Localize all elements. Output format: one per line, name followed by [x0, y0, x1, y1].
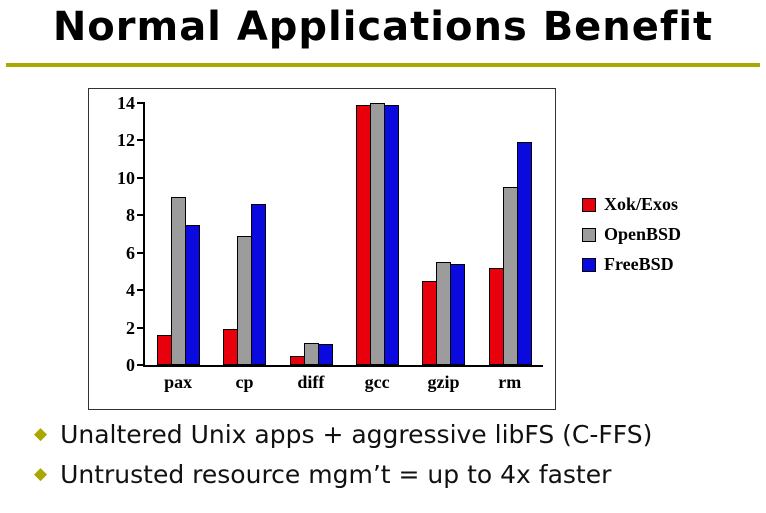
bar-groups: pax cp diff gcc gzip rm — [145, 103, 543, 392]
bar-openbsd-gzip — [436, 262, 452, 365]
bar-xok-exos-gzip — [422, 280, 438, 365]
y-tick-mark — [137, 139, 145, 142]
legend-entry: Xok/Exos — [582, 194, 681, 215]
bar-openbsd-rm — [502, 187, 518, 365]
y-tick-mark — [137, 214, 145, 217]
bar-openbsd-cp — [237, 235, 253, 365]
bar-openbsd-diff — [303, 342, 319, 365]
bar-freebsd-rm — [516, 142, 532, 365]
legend-swatch-icon — [582, 227, 596, 242]
bullet-item: ◆ Untrusted resource mgm’t = up to 4x fa… — [34, 460, 758, 489]
bar-freebsd-gzip — [450, 263, 466, 365]
bar-freebsd-cp — [251, 204, 267, 365]
y-tick-label: 0 — [126, 355, 135, 375]
x-category-label-diff: diff — [297, 372, 325, 392]
bar-xok-exos-diff — [289, 355, 305, 365]
legend-entry: FreeBSD — [582, 254, 681, 275]
y-tick-mark — [137, 251, 145, 254]
plot-area: 0 2 4 6 8 10 12 14 pax cp diff gcc gzip rm — [117, 93, 543, 392]
bar-xok-exos-rm — [488, 267, 504, 365]
bar-openbsd-gcc — [370, 103, 386, 365]
y-tick-label: 4 — [126, 280, 135, 301]
bar-freebsd-pax — [185, 224, 201, 365]
title-underline-rule — [6, 63, 760, 67]
bar-group-gcc: gcc — [356, 103, 400, 392]
bullet-list: ◆ Unaltered Unix apps + aggressive libFS… — [34, 420, 758, 500]
bullet-text: Untrusted resource mgm’t = up to 4x fast… — [60, 460, 612, 489]
y-tick-mark — [137, 326, 145, 329]
chart-frame: 0 2 4 6 8 10 12 14 pax cp diff gcc gzip rm — [88, 88, 556, 410]
x-category-label-pax: pax — [164, 372, 193, 392]
y-tick-mark — [137, 176, 145, 179]
legend-entry: OpenBSD — [582, 224, 681, 245]
y-tick-mark — [137, 102, 145, 104]
legend-swatch-icon — [582, 197, 596, 212]
bullet-text: Unaltered Unix apps + aggressive libFS (… — [60, 420, 653, 449]
slide-title: Normal Applications Benefit — [52, 4, 714, 50]
bar-group-cp: cp — [223, 103, 267, 392]
bar-group-diff: diff — [289, 103, 333, 392]
bar-freebsd-diff — [317, 344, 333, 365]
bar-group-rm: rm — [488, 103, 532, 392]
bar-group-pax: pax — [157, 103, 201, 392]
y-tick-label: 10 — [117, 167, 135, 188]
diamond-bullet-icon: ◆ — [34, 464, 48, 484]
diamond-bullet-icon: ◆ — [34, 424, 48, 444]
legend-label: OpenBSD — [604, 224, 682, 244]
bar-xok-exos-cp — [223, 329, 239, 365]
y-tick-label: 14 — [117, 93, 135, 113]
bullet-item: ◆ Unaltered Unix apps + aggressive libFS… — [34, 420, 758, 449]
legend-swatch-icon — [582, 257, 596, 272]
x-category-label-rm: rm — [498, 372, 522, 392]
bar-openbsd-pax — [171, 196, 187, 365]
bar-freebsd-gcc — [384, 104, 400, 365]
bar-xok-exos-pax — [157, 335, 173, 365]
x-category-label-gcc: gcc — [364, 372, 390, 392]
legend-label: FreeBSD — [604, 254, 674, 274]
y-tick-label: 12 — [117, 130, 135, 151]
legend: Xok/Exos OpenBSD FreeBSD — [582, 194, 681, 284]
y-tick-label: 6 — [126, 242, 135, 263]
bar-xok-exos-gcc — [356, 104, 372, 365]
y-tick-mark — [137, 289, 145, 292]
x-category-label-cp: cp — [235, 372, 254, 392]
y-tick-label: 8 — [126, 205, 135, 226]
y-tick-mark — [137, 364, 145, 366]
bar-group-gzip: gzip — [422, 103, 466, 392]
legend-label: Xok/Exos — [604, 194, 679, 214]
x-category-label-gzip: gzip — [427, 372, 460, 392]
y-tick-label: 2 — [126, 317, 135, 338]
